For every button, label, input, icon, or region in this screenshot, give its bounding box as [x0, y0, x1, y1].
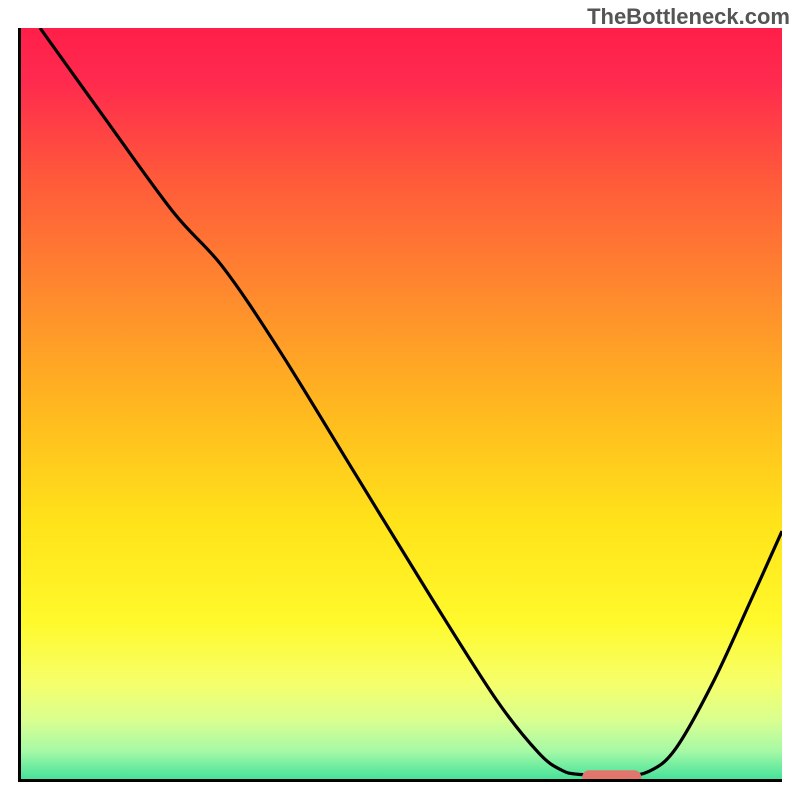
watermark-text: TheBottleneck.com	[587, 4, 790, 30]
curve-line	[21, 28, 782, 779]
optimal-marker	[582, 771, 642, 782]
chart-container: TheBottleneck.com	[0, 0, 800, 800]
plot-frame	[18, 28, 782, 782]
